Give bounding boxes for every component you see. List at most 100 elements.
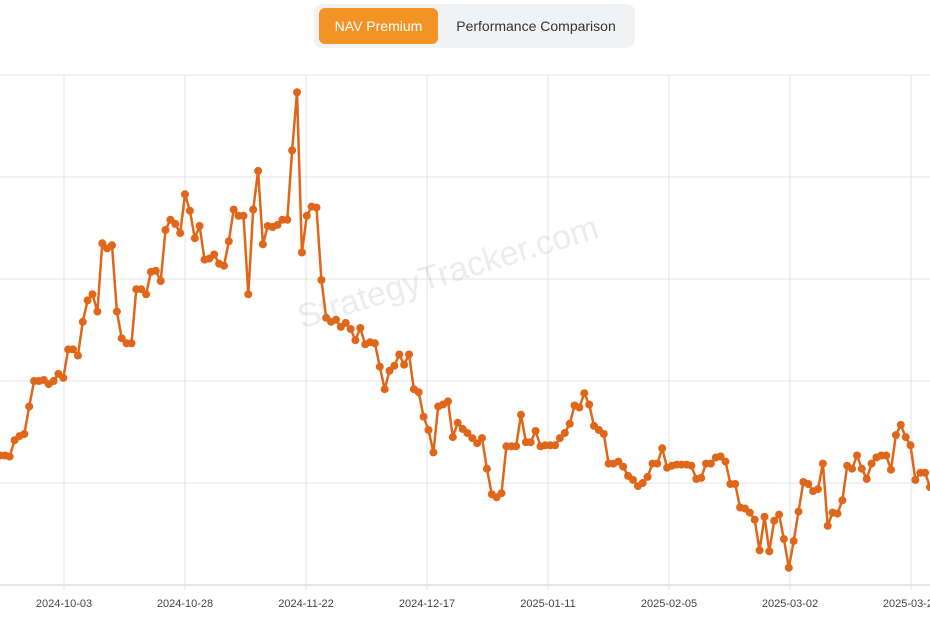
data-point[interactable]	[619, 462, 628, 471]
data-point[interactable]	[926, 483, 930, 492]
data-point[interactable]	[750, 515, 759, 524]
data-point[interactable]	[210, 250, 219, 259]
data-point[interactable]	[239, 211, 248, 220]
data-point[interactable]	[643, 472, 652, 481]
data-point[interactable]	[137, 285, 146, 294]
data-point[interactable]	[156, 277, 165, 285]
data-point[interactable]	[453, 418, 462, 427]
data-point[interactable]	[151, 266, 160, 275]
data-point[interactable]	[580, 389, 589, 398]
data-point[interactable]	[297, 248, 306, 257]
data-point[interactable]	[468, 434, 477, 443]
data-point[interactable]	[390, 361, 399, 370]
data-point[interactable]	[25, 402, 34, 411]
data-point[interactable]	[629, 475, 637, 484]
data-point[interactable]	[614, 457, 623, 466]
data-point[interactable]	[731, 480, 740, 488]
data-point[interactable]	[400, 360, 409, 369]
data-point[interactable]	[823, 521, 832, 530]
data-point[interactable]	[853, 451, 861, 460]
data-point[interactable]	[755, 546, 764, 555]
data-point[interactable]	[127, 339, 136, 348]
data-point[interactable]	[78, 317, 87, 326]
data-point[interactable]	[896, 420, 905, 429]
data-point[interactable]	[83, 296, 92, 305]
tab-performance-comparison[interactable]: Performance Comparison	[456, 18, 616, 34]
data-point[interactable]	[429, 448, 438, 457]
data-point[interactable]	[69, 345, 77, 354]
data-point[interactable]	[882, 451, 891, 460]
data-point[interactable]	[784, 563, 793, 572]
data-point[interactable]	[59, 373, 68, 382]
data-point[interactable]	[380, 385, 389, 394]
data-point[interactable]	[375, 362, 384, 371]
data-point[interactable]	[687, 461, 696, 470]
data-point[interactable]	[332, 315, 340, 324]
data-point[interactable]	[804, 480, 813, 488]
data-point[interactable]	[653, 459, 662, 468]
data-point[interactable]	[463, 429, 472, 437]
data-point[interactable]	[833, 509, 842, 518]
data-point[interactable]	[288, 146, 297, 155]
data-point[interactable]	[117, 334, 126, 343]
data-point[interactable]	[195, 222, 204, 230]
data-point[interactable]	[585, 400, 594, 409]
data-point[interactable]	[706, 459, 715, 468]
data-point[interactable]	[317, 276, 326, 284]
data-point[interactable]	[745, 508, 754, 517]
data-point[interactable]	[716, 452, 725, 461]
data-point[interactable]	[283, 215, 292, 224]
data-point[interactable]	[921, 468, 930, 477]
tab-nav-premium[interactable]: NAV Premium	[319, 8, 438, 44]
data-point[interactable]	[244, 290, 253, 299]
data-point[interactable]	[312, 203, 321, 212]
data-point[interactable]	[906, 441, 915, 450]
data-point[interactable]	[273, 220, 282, 229]
data-point[interactable]	[341, 318, 350, 327]
data-point[interactable]	[911, 475, 920, 484]
data-point[interactable]	[901, 433, 910, 442]
data-point[interactable]	[697, 473, 706, 482]
data-point[interactable]	[181, 190, 189, 199]
data-point[interactable]	[848, 464, 857, 473]
data-point[interactable]	[93, 307, 102, 316]
data-point[interactable]	[346, 325, 355, 333]
data-point[interactable]	[356, 324, 365, 332]
data-point[interactable]	[112, 307, 121, 316]
data-point[interactable]	[293, 88, 301, 97]
data-point[interactable]	[887, 465, 895, 474]
data-point[interactable]	[98, 239, 107, 248]
data-point[interactable]	[497, 489, 506, 498]
data-point[interactable]	[512, 442, 521, 451]
data-point[interactable]	[555, 434, 564, 443]
data-point[interactable]	[838, 496, 847, 505]
data-point[interactable]	[478, 434, 486, 443]
data-point[interactable]	[161, 226, 170, 234]
data-point[interactable]	[171, 219, 180, 228]
data-point[interactable]	[229, 205, 238, 214]
data-point[interactable]	[857, 464, 866, 473]
data-point[interactable]	[108, 241, 116, 250]
data-point[interactable]	[473, 439, 482, 448]
data-point[interactable]	[302, 211, 311, 220]
data-point[interactable]	[862, 474, 871, 483]
data-point[interactable]	[395, 350, 404, 359]
data-point[interactable]	[599, 430, 608, 438]
data-point[interactable]	[765, 547, 774, 556]
data-point[interactable]	[88, 290, 97, 299]
data-point[interactable]	[185, 206, 194, 215]
data-point[interactable]	[220, 261, 228, 270]
data-point[interactable]	[444, 397, 452, 406]
data-point[interactable]	[254, 166, 263, 175]
data-point[interactable]	[142, 290, 151, 299]
data-point[interactable]	[531, 427, 540, 435]
data-point[interactable]	[385, 366, 394, 375]
data-point[interactable]	[448, 433, 457, 442]
data-point[interactable]	[73, 351, 82, 360]
data-point[interactable]	[419, 412, 428, 421]
data-point[interactable]	[224, 237, 233, 246]
data-point[interactable]	[190, 234, 199, 243]
data-point[interactable]	[49, 377, 58, 385]
data-point[interactable]	[517, 410, 525, 419]
data-point[interactable]	[405, 350, 413, 359]
